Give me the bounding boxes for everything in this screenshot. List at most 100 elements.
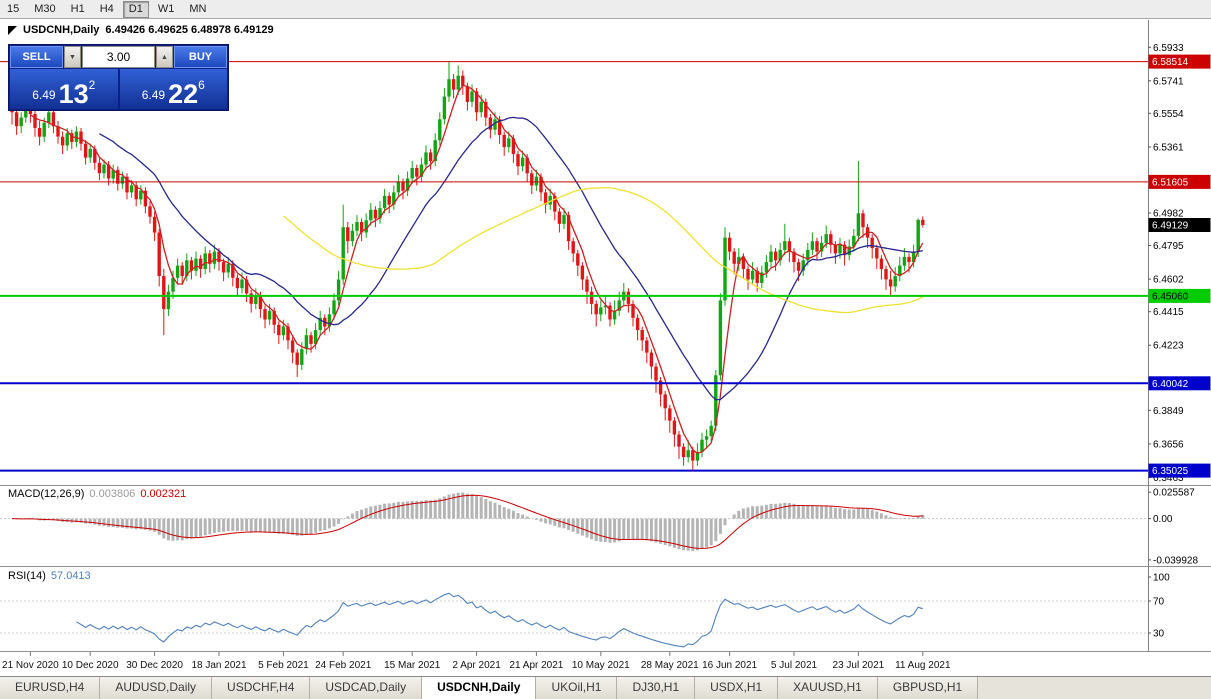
macd-histogram	[15, 492, 925, 551]
macd-signal-line	[11, 494, 923, 549]
volume-increase-button[interactable]: ▲	[156, 46, 173, 68]
date-label: 28 May 2021	[641, 660, 699, 671]
ma-5-line	[30, 84, 924, 455]
chart-tab-USDCNH-Daily[interactable]: USDCNH,Daily	[422, 677, 537, 699]
svg-text:6.45060: 6.45060	[1152, 291, 1189, 302]
macd-scale-label: 0.025587	[1153, 488, 1195, 499]
sell-price-prefix: 6.49	[32, 88, 56, 102]
price-badge-6.49129: 6.49129	[1148, 218, 1211, 232]
price-tick-label: 6.4602	[1153, 275, 1184, 286]
chart-tab-USDCHF-H4[interactable]: USDCHF,H4	[212, 677, 311, 699]
sell-button[interactable]: SELL	[10, 46, 63, 68]
date-label: 18 Jan 2021	[191, 660, 246, 671]
trade-panel-prices: 6.49 13 2 6.49 22 6	[10, 69, 227, 109]
buy-price-prefix: 6.49	[141, 88, 166, 102]
chart-tab-XAUUSD-H1[interactable]: XAUUSD,H1	[778, 677, 878, 699]
chart-tab-EURUSD-H4[interactable]: EURUSD,H4	[0, 677, 101, 699]
timeframe-button-D1[interactable]: D1	[122, 0, 149, 18]
date-label: 15 Mar 2021	[384, 660, 441, 671]
sell-price-pips: 13	[58, 78, 89, 109]
date-label: 5 Jul 2021	[771, 660, 818, 671]
date-label: 10 May 2021	[572, 660, 630, 671]
volume-decrease-button[interactable]: ▼	[64, 46, 81, 68]
date-label: 11 Aug 2021	[895, 660, 951, 671]
chart-title: USDCNH,Daily 6.49426 6.49625 6.48978 6.4…	[8, 24, 274, 36]
sell-price-point: 2	[88, 78, 96, 92]
price-tick-label: 6.5554	[1153, 109, 1184, 120]
chart-tab-USDX-H1[interactable]: USDX,H1	[695, 677, 779, 699]
svg-text:6.35025: 6.35025	[1152, 466, 1189, 477]
price-tick-label: 6.5933	[1153, 43, 1184, 54]
date-label: 23 Jul 2021	[833, 660, 885, 671]
price-badge-6.45060: 6.45060	[1148, 288, 1211, 303]
price-tick-label: 6.5361	[1153, 143, 1184, 154]
chart-symbol-label: USDCNH,Daily	[23, 24, 100, 36]
date-label: 21 Nov 2020	[2, 660, 59, 671]
chart-tab-AUDUSD-Daily[interactable]: AUDUSD,Daily	[100, 677, 213, 699]
rsi-value: 57.0413	[50, 570, 91, 582]
timeframe-button-MN[interactable]: MN	[189, 2, 207, 15]
rsi-scale-label: 70	[1153, 597, 1165, 608]
price-tick-label: 6.4982	[1153, 209, 1184, 220]
macd-main-value: 0.003806	[89, 488, 136, 500]
price-tick-label: 6.3849	[1153, 406, 1184, 417]
timeframe-button-W1[interactable]: W1	[157, 2, 175, 15]
spin-down-icon: ▼	[69, 53, 76, 61]
price-tick-label: 6.5741	[1153, 76, 1184, 87]
one-click-trading-panel: SELL ▼ ▲ BUY 6.49 13 2 6.49 22 6	[8, 44, 229, 111]
rsi-scale-label: 100	[1153, 573, 1170, 584]
macd-scale-label: -0.039928	[1153, 555, 1198, 566]
svg-text:6.40042: 6.40042	[1152, 379, 1189, 390]
svg-text:6.49129: 6.49129	[1152, 221, 1189, 232]
timeframe-button-15[interactable]: 15	[7, 2, 20, 15]
volume-input[interactable]	[82, 46, 155, 68]
timeframe-button-H4[interactable]: H4	[99, 2, 114, 15]
date-label: 21 Apr 2021	[509, 660, 563, 671]
price-badge-6.58514: 6.58514	[1148, 54, 1211, 69]
price-tick-label: 6.4223	[1153, 341, 1184, 352]
date-label: 10 Dec 2020	[62, 660, 119, 671]
timeframe-button-H1[interactable]: H1	[70, 2, 85, 15]
chart-tab-bar: EURUSD,H4 AUDUSD,Daily USDCHF,H4 USDCAD,Dai…	[0, 676, 1211, 699]
date-label: 30 Dec 2020	[126, 660, 183, 671]
chart-ohlc-values: 6.49426 6.49625 6.48978 6.49129	[105, 24, 274, 36]
price-tick-label: 6.4795	[1153, 241, 1184, 252]
price-badge-6.40042: 6.40042	[1148, 376, 1211, 391]
rsi-name: RSI(14)	[8, 570, 46, 582]
price-tick-label: 6.3656	[1153, 439, 1184, 450]
sell-price-display[interactable]: 6.49 13 2	[10, 69, 118, 109]
rsi-scale-label: 30	[1153, 629, 1165, 640]
macd-label: MACD(12,26,9) 0.003806 0.002321	[8, 488, 191, 500]
timeframe-button-M30[interactable]: M30	[34, 2, 56, 15]
chart-tab-GBPUSD-H1[interactable]: GBPUSD,H1	[877, 677, 979, 699]
svg-text:6.51605: 6.51605	[1152, 177, 1189, 188]
date-label: 16 Jun 2021	[702, 660, 757, 671]
ma-60-line	[282, 186, 924, 314]
spin-up-icon: ▲	[161, 53, 168, 61]
price-badge-6.51605: 6.51605	[1148, 174, 1211, 189]
buy-price-pips: 22	[168, 78, 199, 109]
date-label: 2 Apr 2021	[452, 660, 501, 671]
date-label: 24 Feb 2021	[315, 660, 372, 671]
macd-signal-value: 0.002321	[140, 488, 187, 500]
buy-price-display[interactable]: 6.49 22 6	[119, 69, 227, 109]
date-label: 5 Feb 2021	[258, 660, 309, 671]
svg-text:6.58514: 6.58514	[1152, 57, 1189, 68]
trade-panel-controls: SELL ▼ ▲ BUY	[10, 46, 227, 68]
buy-price-point: 6	[198, 78, 205, 92]
price-tick-label: 6.4415	[1153, 307, 1184, 318]
ma-20-line	[99, 116, 923, 401]
rsi-line	[76, 592, 923, 648]
macd-scale-label: 0.00	[1153, 514, 1173, 525]
buy-button[interactable]: BUY	[174, 46, 227, 68]
price-tick-label: 6.3463	[1153, 473, 1184, 484]
chart-tab-DJ30-H1[interactable]: DJ30,H1	[617, 677, 696, 699]
chart-tab-UKOil-H1[interactable]: UKOil,H1	[536, 677, 618, 699]
one-click-toggle-icon[interactable]	[8, 25, 17, 35]
date-axis: 21 Nov 2020 10 Dec 2020 30 Dec 2020 18 Jan …	[2, 652, 951, 671]
chart-tab-USDCAD-Daily[interactable]: USDCAD,Daily	[310, 677, 423, 699]
macd-name: MACD(12,26,9)	[8, 488, 85, 500]
price-badge-6.35025: 6.35025	[1148, 463, 1211, 478]
